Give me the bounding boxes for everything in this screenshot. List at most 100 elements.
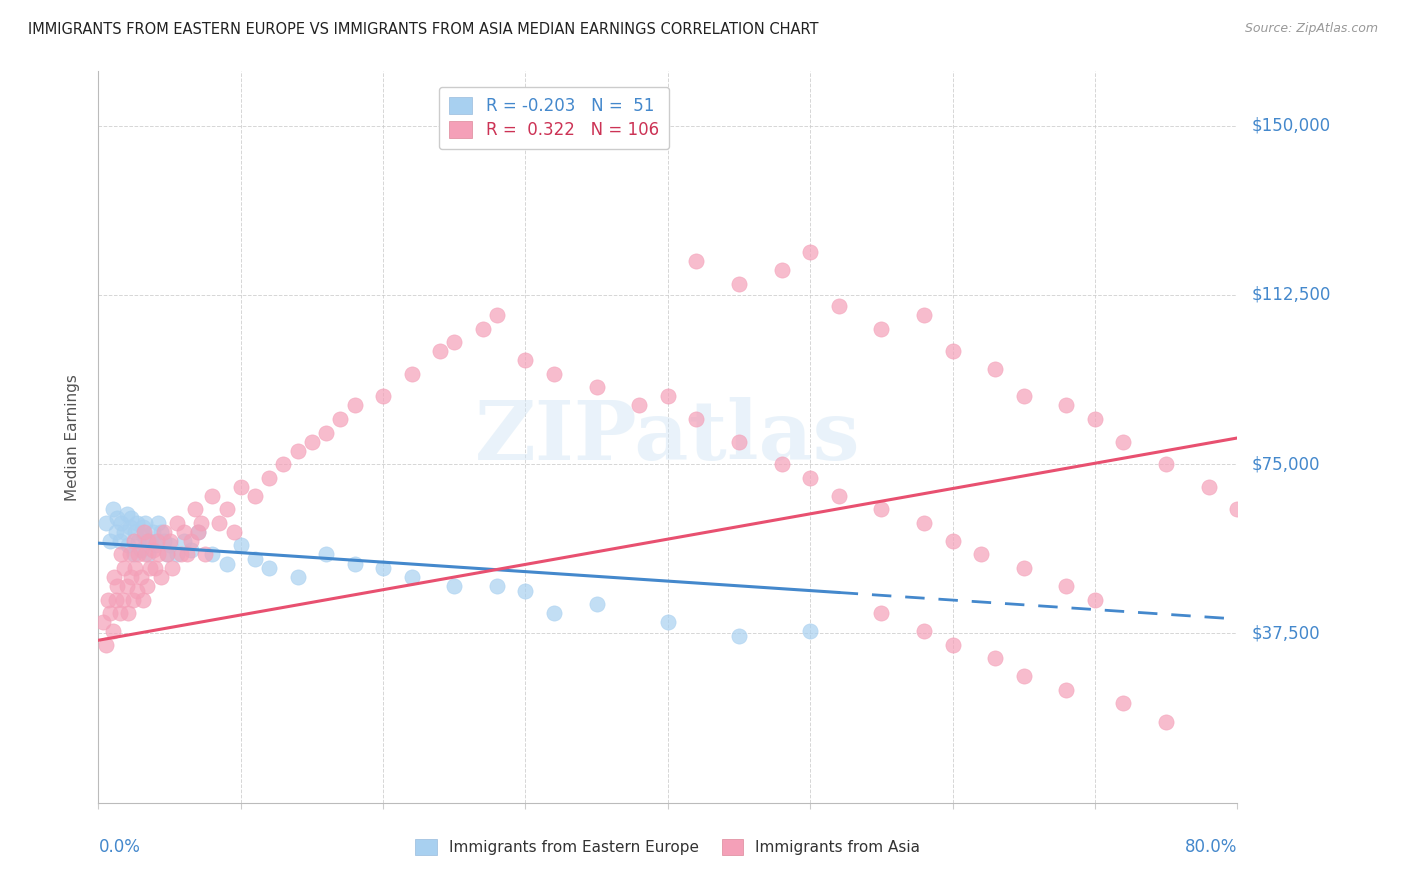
Point xyxy=(243,489,266,503)
Point xyxy=(145,538,167,552)
Point xyxy=(912,516,935,530)
Point xyxy=(585,597,607,611)
Point xyxy=(243,552,266,566)
Point xyxy=(471,322,494,336)
Point xyxy=(1154,714,1177,729)
Point xyxy=(1012,389,1035,403)
Point xyxy=(110,548,132,562)
Point xyxy=(129,543,152,558)
Point xyxy=(141,524,163,539)
Point xyxy=(115,579,138,593)
Point xyxy=(124,561,146,575)
Point xyxy=(94,516,117,530)
Point xyxy=(127,548,149,562)
Point xyxy=(543,367,565,381)
Point xyxy=(170,548,193,562)
Point xyxy=(301,434,323,449)
Point xyxy=(136,548,159,562)
Point xyxy=(429,344,451,359)
Point xyxy=(1154,457,1177,471)
Point xyxy=(628,399,651,413)
Point xyxy=(728,277,751,291)
Point xyxy=(486,308,509,322)
Point xyxy=(259,561,281,575)
Point xyxy=(111,592,134,607)
Point xyxy=(942,344,965,359)
Point xyxy=(98,606,121,620)
Point xyxy=(124,524,146,539)
Point xyxy=(156,548,179,562)
Point xyxy=(118,548,141,562)
Point xyxy=(112,524,135,539)
Point xyxy=(1056,399,1078,413)
Point xyxy=(121,592,143,607)
Point xyxy=(156,548,179,562)
Text: $112,500: $112,500 xyxy=(1251,285,1330,304)
Legend: Immigrants from Eastern Europe, Immigrants from Asia: Immigrants from Eastern Europe, Immigran… xyxy=(409,833,927,861)
Text: Source: ZipAtlas.com: Source: ZipAtlas.com xyxy=(1244,22,1378,36)
Text: IMMIGRANTS FROM EASTERN EUROPE VS IMMIGRANTS FROM ASIA MEDIAN EARNINGS CORRELATI: IMMIGRANTS FROM EASTERN EUROPE VS IMMIGR… xyxy=(28,22,818,37)
Point xyxy=(515,583,537,598)
Point xyxy=(728,434,751,449)
Point xyxy=(122,548,145,562)
Point xyxy=(229,480,252,494)
Point xyxy=(515,353,537,368)
Point xyxy=(138,561,160,575)
Point xyxy=(145,561,167,575)
Point xyxy=(105,511,128,525)
Point xyxy=(215,557,238,571)
Point xyxy=(287,443,309,458)
Point xyxy=(401,570,423,584)
Point xyxy=(132,529,155,543)
Point xyxy=(159,538,181,552)
Y-axis label: Median Earnings: Median Earnings xyxy=(65,374,80,500)
Point xyxy=(373,561,395,575)
Point xyxy=(912,308,935,322)
Point xyxy=(91,615,114,630)
Point xyxy=(1084,412,1107,426)
Point xyxy=(108,533,131,548)
Point xyxy=(117,606,139,620)
Point xyxy=(173,524,195,539)
Point xyxy=(229,538,252,552)
Point xyxy=(104,592,127,607)
Point xyxy=(132,524,155,539)
Point xyxy=(486,579,509,593)
Point xyxy=(184,502,207,516)
Point xyxy=(176,548,198,562)
Point xyxy=(870,606,893,620)
Point xyxy=(315,425,337,440)
Point xyxy=(180,543,202,558)
Point xyxy=(373,389,395,403)
Point xyxy=(187,524,209,539)
Point xyxy=(97,592,120,607)
Point xyxy=(173,533,195,548)
Point xyxy=(94,638,117,652)
Text: 80.0%: 80.0% xyxy=(1185,838,1237,855)
Point xyxy=(134,548,156,562)
Point xyxy=(201,489,224,503)
Point xyxy=(1226,502,1249,516)
Point xyxy=(770,457,793,471)
Point xyxy=(970,548,993,562)
Point xyxy=(125,583,148,598)
Point xyxy=(1112,434,1135,449)
Point xyxy=(1056,579,1078,593)
Point xyxy=(110,516,132,530)
Point xyxy=(201,548,224,562)
Point xyxy=(153,524,176,539)
Point xyxy=(118,520,141,534)
Point xyxy=(287,570,309,584)
Point xyxy=(125,516,148,530)
Point xyxy=(401,367,423,381)
Point xyxy=(870,322,893,336)
Point xyxy=(117,538,139,552)
Point xyxy=(104,524,127,539)
Point xyxy=(120,511,142,525)
Text: $37,500: $37,500 xyxy=(1251,624,1320,642)
Point xyxy=(657,389,679,403)
Point xyxy=(315,548,337,562)
Point xyxy=(141,543,163,558)
Point xyxy=(984,362,1007,376)
Point xyxy=(131,592,153,607)
